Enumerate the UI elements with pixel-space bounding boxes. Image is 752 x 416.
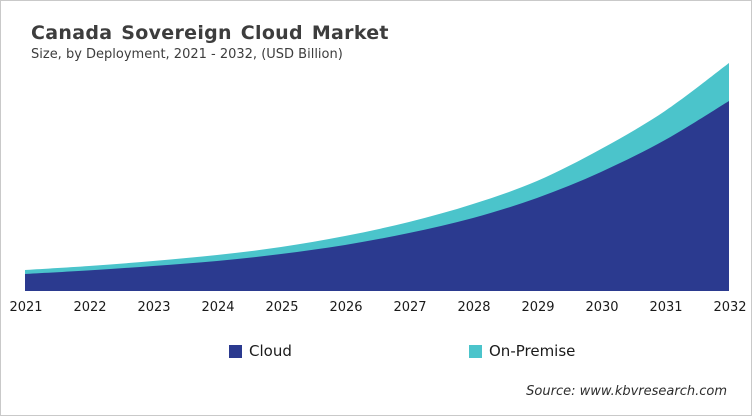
legend-label: On-Premise [489,342,576,360]
chart-title: Canada Sovereign Cloud Market [31,22,389,44]
x-axis-tick-label: 2022 [73,300,107,315]
x-axis-tick-label: 2030 [585,300,619,315]
x-axis: 2021 2022 2023 2024 2025 2026 2027 2028 2029 2030… [1,300,752,318]
x-axis-tick-label: 2023 [137,300,171,315]
cloud-area-series [25,101,729,291]
area-chart [25,63,729,291]
x-axis-tick-label: 2029 [521,300,555,315]
legend-item-on-premise: On-Premise [469,342,575,360]
chart-subtitle: Size, by Deployment, 2021 - 2032, (USD B… [31,47,343,62]
x-axis-tick-label: 2031 [649,300,683,315]
x-axis-tick-label: 2021 [9,300,43,315]
x-axis-tick-label: 2026 [329,300,363,315]
legend-swatch-icon [469,344,482,358]
legend-item-cloud: Cloud [229,342,292,360]
source-attribution: Source: www.kbvresearch.com [526,384,727,399]
legend-swatch-icon [229,344,242,358]
chart-legend: Cloud On-Premise [1,342,752,364]
x-axis-tick-label: 2032 [713,300,747,315]
x-axis-tick-label: 2027 [393,300,427,315]
x-axis-tick-label: 2024 [201,300,235,315]
legend-label: Cloud [249,342,292,360]
x-axis-tick-label: 2025 [265,300,299,315]
x-axis-tick-label: 2028 [457,300,491,315]
